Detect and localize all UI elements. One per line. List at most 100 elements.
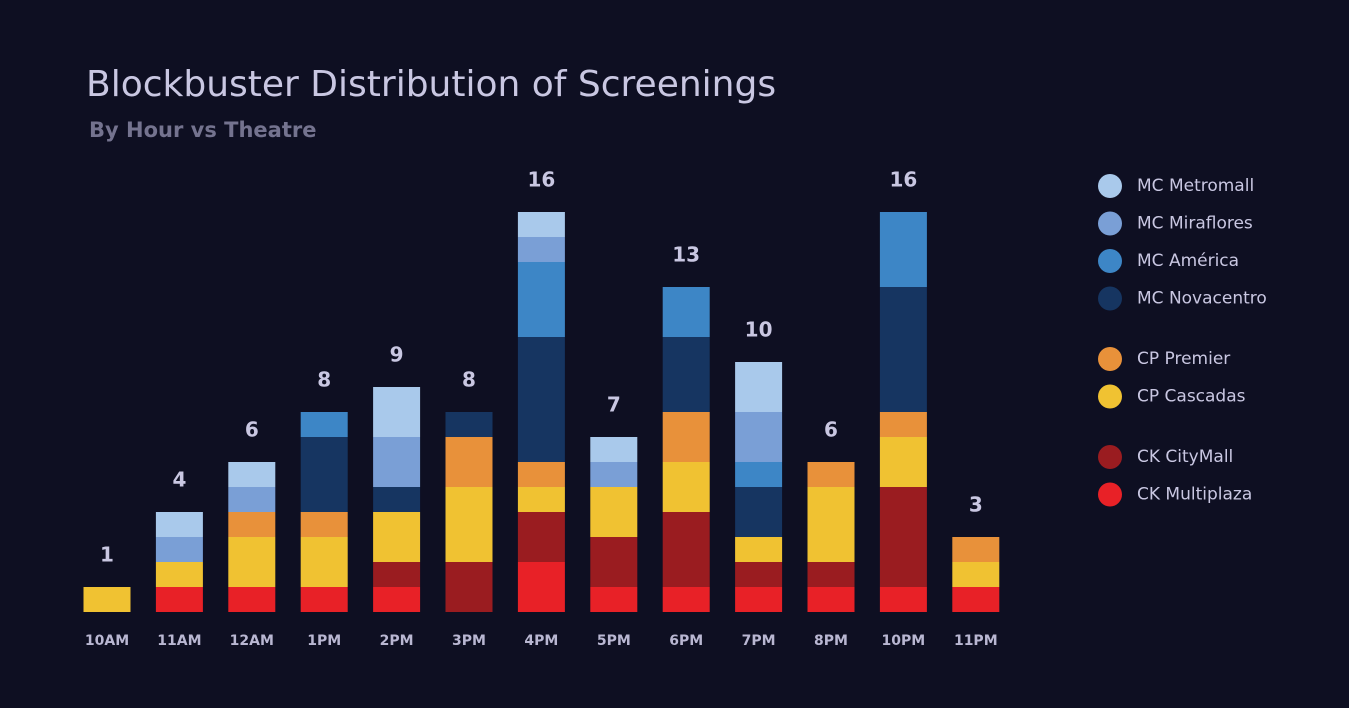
- bar-segment: [879, 212, 927, 287]
- bar-segment: [807, 462, 855, 487]
- bar-segment: [735, 462, 783, 487]
- bar-segment: [807, 487, 855, 562]
- legend-marker: [1098, 482, 1122, 507]
- bar-segment: [735, 587, 783, 612]
- legend-label: CP Cascadas: [1137, 387, 1246, 407]
- bar-segment: [373, 562, 421, 587]
- bar-segment: [517, 562, 565, 612]
- bar-segment: [517, 337, 565, 462]
- legend-label: CK Multiplaza: [1137, 485, 1252, 505]
- bar-segment: [445, 412, 493, 437]
- bar-segment: [735, 487, 783, 537]
- legend-marker: [1098, 249, 1122, 273]
- bar-segment: [300, 512, 348, 537]
- bar-segment: [807, 562, 855, 587]
- x-tick-label: 8PM: [814, 633, 848, 649]
- bar-segment: [662, 512, 710, 587]
- total-label: 9: [390, 343, 404, 367]
- bar-segment: [662, 287, 710, 337]
- bar-segment: [517, 487, 565, 512]
- bar-segment: [590, 587, 638, 612]
- bar-segment: [445, 562, 493, 612]
- bar-segment: [373, 512, 421, 562]
- bar-segment: [590, 437, 638, 462]
- legend-label: MC América: [1137, 251, 1239, 271]
- legend-marker: [1098, 347, 1122, 371]
- total-label: 6: [824, 418, 838, 442]
- bar-segment: [445, 487, 493, 562]
- bar-segment: [590, 537, 638, 587]
- x-tick-label: 4PM: [524, 633, 558, 649]
- bar-segment: [517, 512, 565, 562]
- bar-segment: [735, 412, 783, 462]
- bar-segment: [735, 562, 783, 587]
- bar-segment: [228, 512, 276, 537]
- chart-subtitle: By Hour vs Theatre: [89, 118, 316, 142]
- x-tick-label: 5PM: [597, 633, 631, 649]
- bar-segment: [228, 487, 276, 512]
- bar-segment: [228, 462, 276, 487]
- total-label: 8: [462, 368, 476, 392]
- bar-segment: [735, 362, 783, 412]
- bar-segment: [155, 587, 203, 612]
- legend-marker: [1098, 384, 1122, 409]
- bar-segment: [807, 587, 855, 612]
- bar-segment: [228, 537, 276, 587]
- bar-segment: [155, 512, 203, 537]
- bar-segment: [662, 337, 710, 412]
- legend-label: MC Miraflores: [1137, 214, 1253, 234]
- x-tick-label: 10PM: [882, 633, 926, 649]
- bar-segment: [879, 412, 927, 437]
- bar-segment: [83, 587, 131, 612]
- bar-segment: [517, 212, 565, 237]
- bar-segment: [300, 412, 348, 437]
- bar-segment: [662, 462, 710, 512]
- legend-marker: [1098, 211, 1122, 236]
- bar-segment: [879, 587, 927, 612]
- legend-label: CK CityMall: [1137, 447, 1233, 467]
- bar-segment: [590, 462, 638, 487]
- total-label: 6: [245, 418, 259, 442]
- x-tick-label: 2PM: [380, 633, 414, 649]
- legend-label: CP Premier: [1137, 349, 1230, 369]
- x-tick-label: 11PM: [954, 633, 998, 649]
- bar-segment: [517, 237, 565, 262]
- bar-segment: [517, 462, 565, 487]
- bar-segment: [155, 537, 203, 562]
- total-label: 16: [527, 168, 555, 192]
- x-tick-label: 7PM: [742, 633, 776, 649]
- x-tick-label: 11AM: [157, 633, 201, 649]
- x-tick-label: 10AM: [85, 633, 129, 649]
- total-label: 16: [889, 168, 917, 192]
- total-label: 13: [672, 243, 700, 267]
- bar-segment: [952, 587, 1000, 612]
- legend-marker: [1098, 445, 1122, 469]
- bar-segment: [300, 537, 348, 587]
- bar-segment: [373, 437, 421, 487]
- total-label: 1: [100, 543, 114, 567]
- bar-segment: [952, 537, 1000, 562]
- x-tick-label: 12AM: [230, 633, 274, 649]
- x-tick-label: 1PM: [307, 633, 341, 649]
- bar-segment: [662, 587, 710, 612]
- bar-segment: [228, 587, 276, 612]
- total-label: 8: [317, 368, 331, 392]
- bar-segment: [735, 537, 783, 562]
- chart-title: Blockbuster Distribution of Screenings: [86, 64, 776, 105]
- bar-segment: [879, 487, 927, 587]
- legend-label: MC Metromall: [1137, 176, 1254, 196]
- legend-marker: [1098, 286, 1122, 311]
- total-label: 4: [172, 468, 186, 492]
- bar-segment: [879, 287, 927, 412]
- bar-segment: [590, 487, 638, 537]
- bar-segment: [300, 437, 348, 512]
- bar-segment: [155, 562, 203, 587]
- bar-segment: [879, 437, 927, 487]
- bar-segment: [445, 437, 493, 487]
- x-tick-label: 3PM: [452, 633, 486, 649]
- legend-marker: [1098, 174, 1122, 198]
- bar-segment: [517, 262, 565, 337]
- total-label: 10: [745, 318, 773, 342]
